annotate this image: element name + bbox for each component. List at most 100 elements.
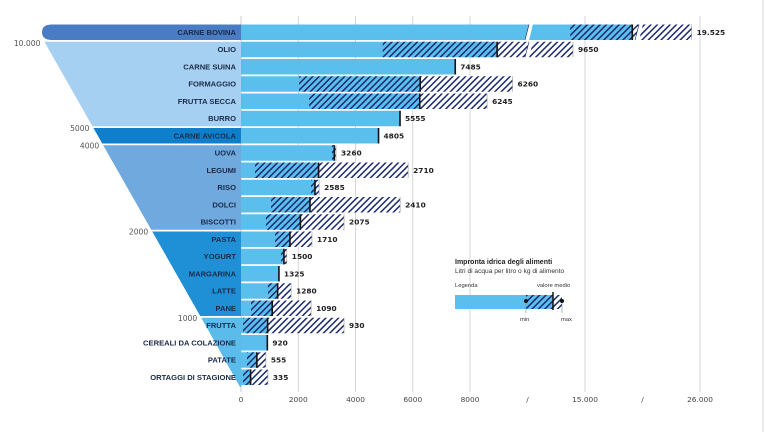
axis-break-mark: / <box>641 395 644 404</box>
range-mean-to-max <box>632 24 692 40</box>
value-label: 1280 <box>296 287 317 296</box>
row-label: FRUTTA SECCA <box>178 97 237 106</box>
row-label: FRUTTA <box>206 321 236 330</box>
mean-bar <box>241 128 379 144</box>
row-label: LATTE <box>212 287 236 296</box>
mean-bar <box>241 248 284 265</box>
range-mean-to-max <box>272 300 312 316</box>
range-mean-to-max <box>267 317 345 334</box>
x-axis: 0 2000 4000 6000 8000 / 15.000 / 26.000 <box>239 395 714 404</box>
range-min-to-mean <box>271 197 310 213</box>
range-min-to-mean <box>281 248 284 265</box>
x-tick-label: 0 <box>239 395 244 404</box>
range-min-to-mean <box>247 352 257 368</box>
bars: CARNE BOVINA 19.525 OLIO 9650 CARNE SUINA 748… <box>143 24 725 385</box>
funnel-band <box>44 41 241 127</box>
mean-bar <box>241 179 315 196</box>
bar-row: OLIO 9650 <box>217 41 599 58</box>
x-tick-label: 2000 <box>289 395 308 404</box>
bar-row: LATTE 1280 <box>212 283 317 299</box>
legend: Impronta idrica degli alimenti Litri di … <box>455 259 572 323</box>
legend-hatch-min-mean <box>526 295 553 309</box>
bar-row: FRUTTA SECCA 6245 <box>178 93 513 109</box>
range-min-to-mean <box>265 214 301 230</box>
range-mean-to-max <box>318 162 409 178</box>
mean-bar <box>241 266 279 282</box>
range-min-to-mean <box>382 41 498 58</box>
row-label: CARNE BOVINA <box>177 28 236 37</box>
range-min-to-mean <box>275 231 290 247</box>
bar-row: PATATE 555 <box>208 352 286 368</box>
value-label: 1500 <box>292 252 313 261</box>
range-min-to-mean <box>309 93 420 109</box>
range-min-to-mean <box>243 317 268 334</box>
x-tick-label: 8000 <box>461 395 480 404</box>
range-mean-to-max <box>289 231 312 247</box>
row-label: CARNE SUINA <box>183 62 236 71</box>
value-label: 2585 <box>324 183 345 192</box>
value-label: 555 <box>271 356 286 365</box>
mean-bar <box>241 59 456 75</box>
legend-title: Impronta idrica degli alimenti <box>455 259 552 266</box>
range-mean-to-max <box>256 352 266 368</box>
funnel-band <box>152 231 241 316</box>
range-mean-to-max <box>314 179 320 196</box>
axis-break-line <box>524 24 530 41</box>
row-label: DOLCI <box>212 200 236 209</box>
bar-row: CEREALI DA COLAZIONE 920 <box>143 335 288 351</box>
value-label: 3260 <box>341 149 362 158</box>
range-min-to-mean <box>332 145 335 161</box>
range-min-to-mean <box>570 24 633 40</box>
row-label: PANE <box>215 304 236 313</box>
row-label: BURRO <box>208 114 236 123</box>
row-label: RISO <box>217 183 236 192</box>
value-label: 920 <box>272 338 287 347</box>
bar-row: PANE 1090 <box>215 300 337 316</box>
mean-bar <box>241 335 268 351</box>
bar-row: LEGUMI 2710 <box>206 162 434 178</box>
x-tick-label: 6000 <box>403 395 422 404</box>
x-tick-label: 15.000 <box>572 395 598 404</box>
bar-row: ORTAGGI DI STAGIONE 335 <box>150 369 288 385</box>
range-min-to-mean <box>251 300 273 316</box>
range-mean-to-max <box>309 197 401 213</box>
row-label: MARGARINA <box>189 269 237 278</box>
axis-break-line <box>524 41 530 58</box>
legend-mean-label: valore medio <box>537 283 570 289</box>
range-min-to-mean <box>311 179 315 196</box>
row-label: OLIO <box>217 45 236 54</box>
range-mean-to-max <box>283 248 287 265</box>
bar-row: CARNE AVICOLA 4805 <box>174 128 405 144</box>
range-mean-to-max <box>250 369 268 385</box>
row-label: PASTA <box>211 235 236 244</box>
axis-break-mark: / <box>526 395 529 404</box>
bar-row: UOVA 3260 <box>215 145 362 161</box>
row-label: LEGUMI <box>206 166 236 175</box>
value-label: 4805 <box>384 131 405 140</box>
bar-row: FORMAGGIO 6260 <box>188 76 538 92</box>
range-min-to-mean <box>255 162 319 178</box>
row-label: BISCOTTI <box>201 218 236 227</box>
bar-row: CARNE SUINA 7485 <box>183 59 481 75</box>
range-mean-to-max <box>334 145 337 161</box>
value-label: 930 <box>349 321 364 330</box>
row-label: YOGURT <box>204 252 237 261</box>
legend-subtitle: Litri di acqua per litro o kg di aliment… <box>455 268 565 275</box>
mean-bar <box>241 110 401 127</box>
value-label: 335 <box>273 373 288 382</box>
funnel-panel: 10.000 5000 4000 2000 1000 <box>14 24 241 387</box>
funnel-band <box>42 24 241 40</box>
value-label: 1325 <box>284 269 305 278</box>
range-min-to-mean <box>243 369 251 385</box>
value-label: 7485 <box>460 62 481 71</box>
funnel-band <box>93 128 241 144</box>
axis-break-gap <box>525 24 533 41</box>
value-label: 6260 <box>518 80 539 89</box>
row-label: UOVA <box>215 149 237 158</box>
value-label: 1090 <box>316 304 337 313</box>
funnel-scale-label: 2000 <box>129 228 148 237</box>
row-label: ORTAGGI DI STAGIONE <box>150 373 236 382</box>
axis-break-gap <box>635 24 643 41</box>
legend-min-dot <box>524 299 528 303</box>
